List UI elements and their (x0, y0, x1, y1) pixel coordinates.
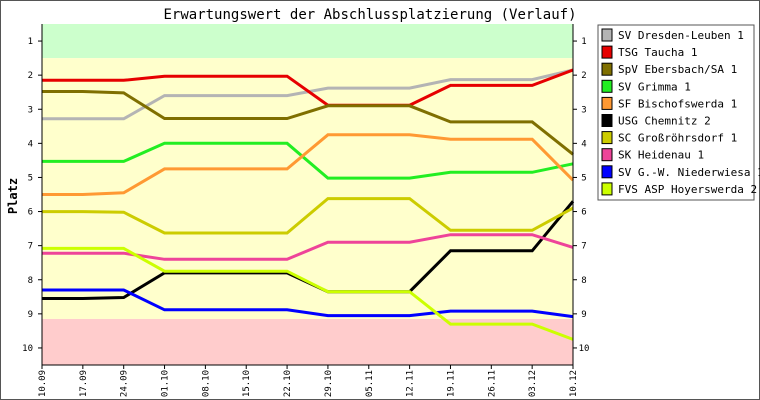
legend-box (597, 24, 755, 201)
y-tick-label: 9 (581, 310, 586, 320)
y-tick-label: 2 (581, 71, 586, 81)
y-tick-label: 10 (579, 344, 590, 354)
legend-swatch (601, 131, 613, 145)
y-tick-label: 3 (28, 105, 33, 115)
chart-title: Erwartungswert der Abschlussplatzierung … (163, 7, 576, 23)
legend-label: USG Chemnitz 2 (618, 115, 711, 128)
legend-swatch (601, 148, 613, 162)
x-tick-label: 10.09 (38, 370, 48, 397)
y-tick-label: 4 (28, 139, 33, 149)
y-tick-label: 1 (28, 37, 33, 47)
y-tick-label: 3 (581, 105, 586, 115)
x-tick-label: 10.12 (569, 370, 579, 397)
y-tick-label: 7 (581, 242, 586, 252)
y-tick-label: 9 (28, 310, 33, 320)
legend-label: SV Grimma 1 (618, 80, 691, 93)
legend-swatch (601, 165, 613, 179)
x-tick-label: 08.10 (201, 370, 211, 397)
y-axis-label: Platz (6, 178, 20, 214)
y-tick-label: 8 (28, 276, 33, 286)
series-lines (42, 68, 575, 341)
background-band (42, 318, 573, 365)
y-tick-label: 6 (28, 208, 33, 218)
series-line (42, 90, 574, 156)
x-tick-label: 05.11 (365, 370, 375, 397)
series-line (42, 233, 574, 261)
x-tick-label: 22.10 (283, 370, 293, 397)
x-tick-label: 01.10 (161, 370, 171, 397)
axes: 1 1 2 2 3 3 4 4 5 5 6 6 7 7 8 8 9 9 10 10 10.09 17.09 24.09 01.… (22, 24, 589, 397)
legend-label: SF Bischofswerda 1 (618, 97, 737, 110)
y-tick-label: 2 (28, 71, 33, 81)
y-tick-label: 5 (581, 173, 586, 183)
legend-label: SpV Ebersbach/SA 1 (618, 63, 737, 76)
legend-swatch (601, 96, 613, 110)
legend-swatch (601, 62, 613, 76)
legend-label: TSG Taucha 1 (618, 46, 697, 59)
y-tick-label: 6 (581, 208, 586, 218)
legend-swatch (601, 114, 613, 127)
y-tick-label: 8 (581, 276, 586, 286)
series-line (42, 288, 574, 319)
legend-swatch (601, 182, 613, 196)
x-tick-label: 29.10 (324, 370, 334, 397)
y-tick-label: 10 (22, 344, 33, 354)
x-tick-label: 03.12 (528, 370, 538, 397)
legend-swatch (601, 28, 613, 42)
legend-label: SV G.-W. Niederwiesa 1 (618, 166, 760, 179)
y-tick-label: 4 (581, 139, 586, 149)
legend-swatch (601, 79, 613, 93)
x-tick-label: 26.11 (487, 370, 497, 397)
x-tick-label: 12.11 (406, 370, 416, 397)
legend-label: SK Heidenau 1 (618, 149, 704, 162)
legend-label: SC Großröhrsdorf 1 (618, 132, 737, 145)
x-tick-label: 24.09 (120, 370, 130, 397)
series-line (42, 197, 574, 235)
x-tick-label: 19.11 (447, 370, 457, 397)
series-line (42, 141, 574, 180)
background-band (42, 24, 573, 59)
y-tick-label: 5 (28, 173, 33, 183)
y-tick-label: 1 (581, 37, 586, 47)
x-tick-label: 17.09 (79, 370, 89, 397)
series-line (42, 133, 575, 196)
series-line (42, 68, 574, 107)
y-tick-label: 7 (28, 242, 33, 252)
legend-label: FVS ASP Hoyerswerda 2 (618, 183, 757, 196)
series-line (42, 246, 574, 341)
legend: SV Dresden-Leuben 1 TSG Taucha 1 SpV Ebers… (597, 24, 760, 201)
legend-swatch (601, 45, 613, 59)
legend-label: SV Dresden-Leuben 1 (618, 29, 744, 42)
x-tick-label: 15.10 (242, 370, 252, 397)
